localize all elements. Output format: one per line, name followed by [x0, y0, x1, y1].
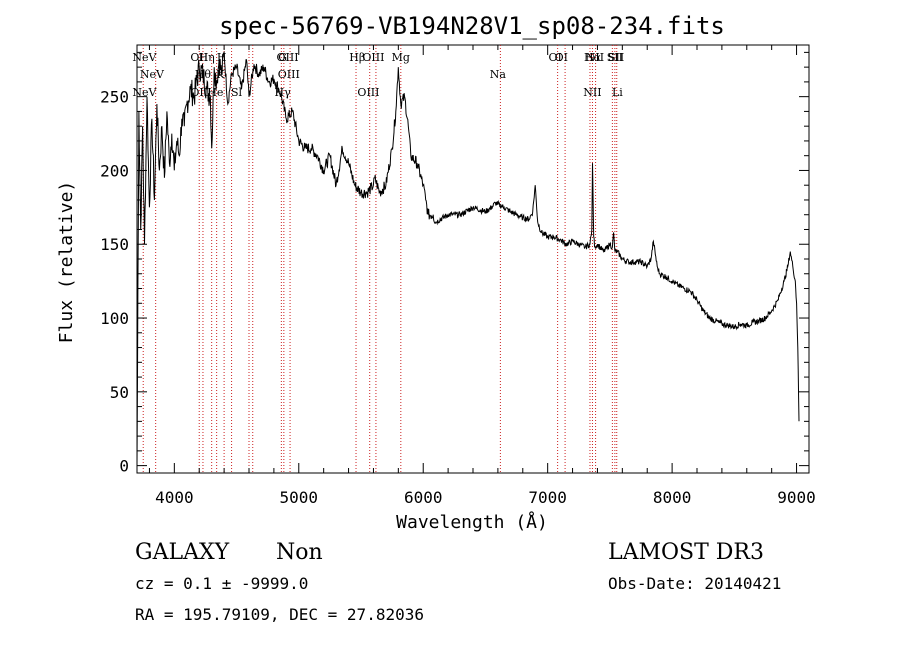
spectral-line-label: Li: [612, 86, 623, 99]
chart-title: spec-56769-VB194N28V1_sp08-234.fits: [219, 12, 725, 40]
x-tick-label: 7000: [528, 488, 567, 507]
spectral-line-label: Hα: [584, 51, 602, 64]
spectral-line-label: OIII: [357, 86, 379, 99]
x-tick-label: 5000: [280, 488, 319, 507]
spectral-line-label: SII: [608, 51, 624, 64]
x-tick-label: 6000: [404, 488, 443, 507]
subclass-label: Non: [276, 540, 323, 565]
spectral-line-label: K: [216, 68, 225, 81]
spectral-line-label: Hγ: [275, 86, 292, 99]
flux-series-line: [136, 50, 800, 466]
y-tick-label: 100: [100, 309, 129, 328]
spectral-line-label: OIII: [277, 51, 299, 64]
spectral-line-label: Hβ: [349, 51, 365, 64]
axis-ticks: 4000 5000 6000 7000 8000 9000 0 50 100 150 200 250: [100, 45, 816, 507]
radec-readout: RA = 195.79109, DEC = 27.82036: [135, 605, 424, 624]
spectral-line-label: OII: [190, 86, 208, 99]
spectral-line-label: Hη: [199, 51, 215, 64]
x-axis-label: Wavelength (Å): [396, 511, 548, 533]
spectral-line-label: OII: [190, 51, 208, 64]
spectral-line-label: NeV: [132, 86, 157, 99]
y-axis-label: Flux (relative): [56, 181, 77, 344]
spectral-line-label: NII: [586, 51, 604, 64]
class-label: GALAXY: [135, 540, 230, 565]
spectral-line-label: NeV: [132, 51, 157, 64]
spectral-line-label: OI: [555, 51, 568, 64]
y-tick-label: 200: [100, 161, 129, 180]
x-tick-label: 9000: [777, 488, 816, 507]
cz-readout: cz = 0.1 ± -9999.0: [135, 574, 308, 593]
spectral-line-label: H: [217, 51, 227, 64]
spectral-line-label: Na: [490, 68, 507, 81]
obs-date-readout: Obs-Date: 20140421: [608, 574, 781, 593]
spectral-line-label: Hθ: [195, 68, 212, 81]
spectral-line-label: NeV: [140, 68, 165, 81]
spectral-line-label: He: [207, 86, 223, 99]
x-tick-label: 4000: [155, 488, 194, 507]
y-tick-label: 150: [100, 235, 129, 254]
x-tick-label: 8000: [653, 488, 692, 507]
y-tick-label: 250: [100, 88, 129, 107]
survey-label: LAMOST DR3: [608, 540, 764, 565]
y-tick-label: 0: [119, 457, 129, 476]
spectral-line-label: G: [278, 51, 287, 64]
spectral-line-label: OI: [548, 51, 561, 64]
plot-frame: [136, 44, 810, 474]
spectral-line-label: NII: [583, 86, 601, 99]
y-tick-label: 50: [110, 383, 129, 402]
spectral-line-label: Sl: [231, 86, 243, 99]
spectral-line-label: OIII: [278, 68, 300, 81]
spectral-line-label: OIII: [362, 51, 384, 64]
spectral-line-label: Mg: [392, 51, 410, 64]
spectral-line-label: SII: [607, 51, 623, 64]
marker-lines: [142, 45, 618, 473]
